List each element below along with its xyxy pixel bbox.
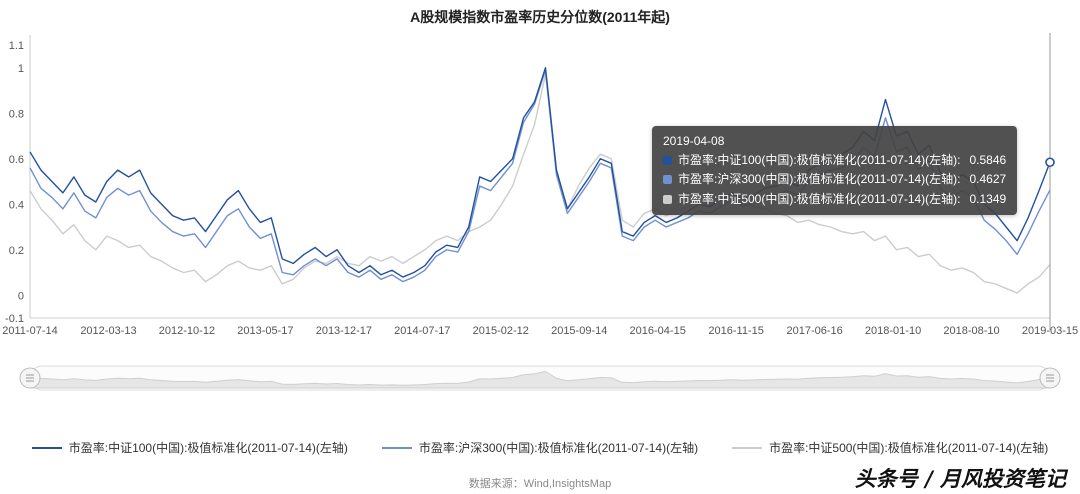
- series-line: [29, 73, 1051, 294]
- legend-line-sample: [31, 446, 62, 449]
- tooltip: 2019-04-08 市盈率:中证100(中国):极值标准化(2011-07-1…: [652, 126, 1018, 215]
- x-tick-label: 2015-02-12: [473, 325, 529, 337]
- end-point-marker: [1045, 157, 1055, 168]
- tooltip-value: 0.5846: [969, 153, 1007, 168]
- x-tick-label: 2013-05-17: [237, 325, 293, 337]
- legend-label: 市盈率:中证500(中国):极值标准化(2011-07-14)(左轴): [769, 441, 1049, 455]
- x-tick-label: 2016-04-15: [630, 325, 686, 337]
- tooltip-label: 市盈率:中证100(中国):极值标准化(2011-07-14)(左轴):: [678, 153, 961, 168]
- x-tick-label: 2017-06-16: [786, 325, 842, 337]
- x-tick-label: 2013-12-17: [316, 325, 372, 337]
- x-tick-label: 2015-09-14: [551, 325, 607, 337]
- legend-label: 市盈率:沪深300(中国):极值标准化(2011-07-14)(左轴): [418, 441, 699, 455]
- y-tick-label: -0.1: [5, 313, 24, 325]
- x-tick-label: 2012-10-12: [159, 325, 215, 337]
- y-tick-label: 1: [18, 63, 24, 75]
- tooltip-date: 2019-04-08: [663, 134, 725, 148]
- navigator-handle-left[interactable]: [19, 367, 41, 389]
- y-tick-label: 0.6: [9, 154, 24, 166]
- x-tick-label: 2019-03-15: [1022, 325, 1078, 337]
- legend: 市盈率:中证100(中国):极值标准化(2011-07-14)(左轴) 市盈率:沪…: [0, 439, 1080, 456]
- series-color-chip: [663, 194, 672, 204]
- tooltip-rows: 市盈率:中证100(中国):极值标准化(2011-07-14)(左轴): 0.58…: [663, 151, 1006, 209]
- legend-line-sample: [732, 446, 763, 449]
- data-source-note: 数据来源：Wind,InsightsMap: [468, 478, 612, 490]
- tooltip-row: 市盈率:中证100(中国):极值标准化(2011-07-14)(左轴): 0.58…: [663, 151, 1006, 170]
- tooltip-label: 市盈率:中证500(中国):极值标准化(2011-07-14)(左轴):: [678, 191, 961, 206]
- chart-title: A股规模指数市盈率历史分位数(2011年起): [410, 9, 670, 25]
- legend-label: 市盈率:中证100(中国):极值标准化(2011-07-14)(左轴): [68, 441, 348, 455]
- legend-item[interactable]: 市盈率:中证500(中国):极值标准化(2011-07-14)(左轴): [732, 439, 1048, 456]
- tooltip-row: 市盈率:沪深300(中国):极值标准化(2011-07-14)(左轴): 0.46…: [663, 170, 1006, 189]
- y-tick-label: 0.4: [9, 199, 24, 211]
- y-tick-label: 1.1: [9, 40, 24, 52]
- x-tick-label: 2016-11-15: [708, 325, 763, 337]
- y-tick-label: 0: [18, 290, 24, 302]
- tooltip-label: 市盈率:沪深300(中国):极值标准化(2011-07-14)(左轴):: [678, 172, 961, 187]
- series-color-chip: [663, 156, 672, 166]
- series-line: [29, 67, 1051, 278]
- x-tick-label: 2018-01-10: [865, 325, 921, 337]
- legend-item[interactable]: 市盈率:沪深300(中国):极值标准化(2011-07-14)(左轴): [381, 439, 699, 456]
- x-tick-label: 2011-07-14: [2, 325, 57, 337]
- tooltip-value: 0.1349: [969, 191, 1007, 206]
- y-tick-label: 0.2: [9, 245, 24, 257]
- navigator-handle-right[interactable]: [1039, 367, 1061, 389]
- navigator-minimap: [29, 370, 1051, 389]
- legend-line-sample: [381, 446, 412, 449]
- x-tick-label: 2014-07-17: [394, 325, 450, 337]
- y-tick-label: 0.8: [9, 108, 24, 120]
- x-tick-label: 2012-03-13: [80, 325, 136, 337]
- x-tick-label: 2018-08-10: [943, 325, 999, 337]
- legend-item[interactable]: 市盈率:中证100(中国):极值标准化(2011-07-14)(左轴): [31, 439, 348, 456]
- series-color-chip: [663, 175, 672, 185]
- tooltip-row: 市盈率:中证500(中国):极值标准化(2011-07-14)(左轴): 0.13…: [663, 190, 1006, 209]
- watermark: 头条号 / 月风投资笔记: [854, 466, 1066, 491]
- tooltip-value: 0.4627: [969, 172, 1007, 187]
